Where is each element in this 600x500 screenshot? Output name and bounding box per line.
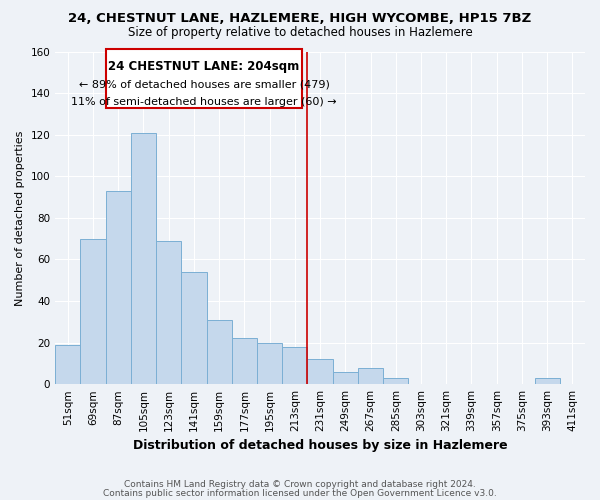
Bar xyxy=(181,272,206,384)
Text: Contains HM Land Registry data © Crown copyright and database right 2024.: Contains HM Land Registry data © Crown c… xyxy=(124,480,476,489)
Bar xyxy=(358,368,383,384)
Y-axis label: Number of detached properties: Number of detached properties xyxy=(15,130,25,306)
Text: 11% of semi-detached houses are larger (60) →: 11% of semi-detached houses are larger (… xyxy=(71,97,337,107)
Bar xyxy=(332,372,358,384)
Bar xyxy=(156,240,181,384)
Bar xyxy=(206,320,232,384)
Bar xyxy=(282,347,307,384)
Bar xyxy=(106,191,131,384)
Bar xyxy=(131,132,156,384)
Bar xyxy=(307,359,332,384)
Bar xyxy=(232,338,257,384)
Bar xyxy=(55,344,80,384)
Bar xyxy=(257,342,282,384)
FancyBboxPatch shape xyxy=(106,50,302,108)
Text: Contains public sector information licensed under the Open Government Licence v3: Contains public sector information licen… xyxy=(103,488,497,498)
Text: Size of property relative to detached houses in Hazlemere: Size of property relative to detached ho… xyxy=(128,26,472,39)
Text: 24, CHESTNUT LANE, HAZLEMERE, HIGH WYCOMBE, HP15 7BZ: 24, CHESTNUT LANE, HAZLEMERE, HIGH WYCOM… xyxy=(68,12,532,26)
Text: ← 89% of detached houses are smaller (479): ← 89% of detached houses are smaller (47… xyxy=(79,80,329,90)
Text: 24 CHESTNUT LANE: 204sqm: 24 CHESTNUT LANE: 204sqm xyxy=(109,60,299,73)
Bar xyxy=(80,238,106,384)
Bar xyxy=(535,378,560,384)
Bar xyxy=(383,378,409,384)
X-axis label: Distribution of detached houses by size in Hazlemere: Distribution of detached houses by size … xyxy=(133,440,508,452)
